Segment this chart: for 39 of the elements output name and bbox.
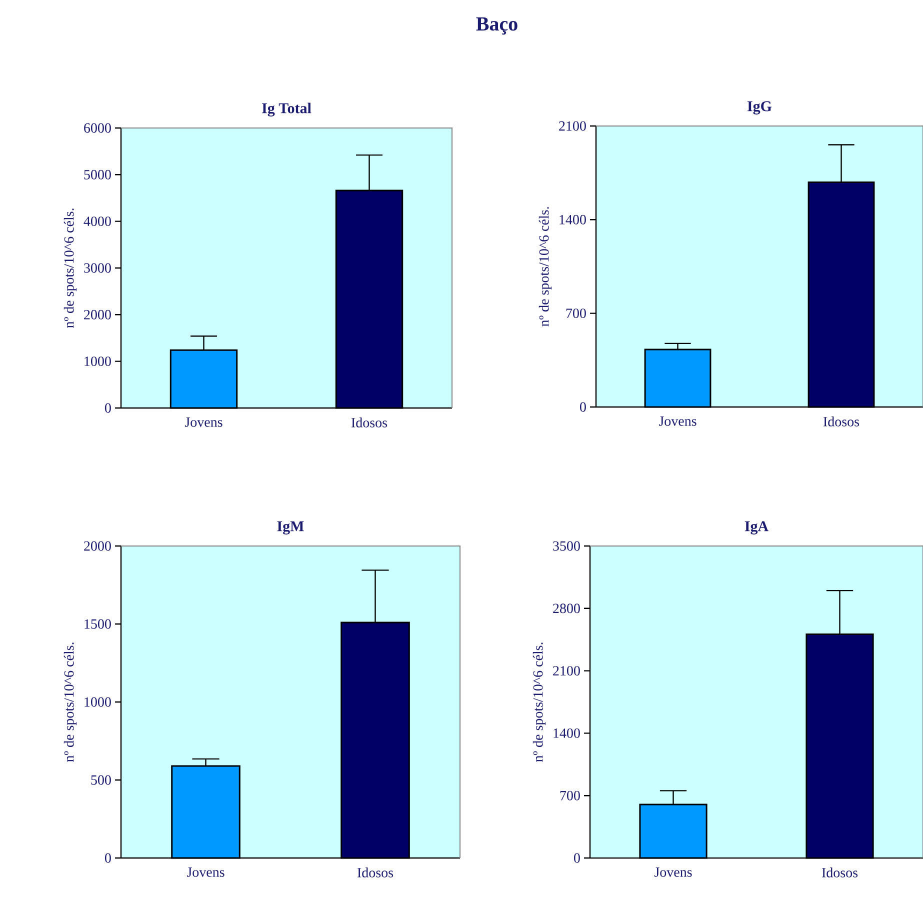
x-tick-label: Idosos <box>351 418 388 428</box>
y-tick-label: 0 <box>574 853 580 863</box>
y-tick-label: 2100 <box>559 121 586 131</box>
y-tick-label: 2800 <box>553 604 580 614</box>
y-tick-label: 2000 <box>84 541 111 551</box>
chart-title: IgG <box>748 101 772 114</box>
y-tick-label: 2000 <box>84 310 111 320</box>
y-tick-label: 5000 <box>84 170 111 180</box>
y-tick-label: 1400 <box>554 728 580 738</box>
x-tick-label: Idosos <box>823 416 860 426</box>
chart-title: IgM <box>277 521 304 534</box>
y-tick-label: 700 <box>566 308 586 318</box>
y-tick-label: 2100 <box>553 666 580 676</box>
text: Baço <box>476 17 518 35</box>
y-tick-label: 1000 <box>84 697 111 707</box>
chart-title: Ig Total <box>262 102 312 116</box>
x-tick-label: Jovens <box>184 418 222 427</box>
y-tick-label: 1500 <box>84 619 111 629</box>
x-tick-label: Jovens <box>186 868 224 877</box>
x-tick-label: Idosos <box>822 868 858 878</box>
y-axis-title: nº de spots/10^6 céls. <box>64 208 77 328</box>
y-axis-title: nº de spots/10^6 céls. <box>538 207 552 326</box>
y-tick-label: 0 <box>105 853 111 863</box>
y-tick-label: 4000 <box>84 216 111 226</box>
y-axis-title: nº de spots/10^6 céls. <box>64 642 77 762</box>
y-axis-title: nº de spots/10^6 céls. <box>532 642 546 762</box>
y-tick-label: 500 <box>91 775 111 785</box>
chart-title: IgA <box>744 521 768 534</box>
x-tick-label: Jovens <box>654 868 692 877</box>
x-tick-label: Idosos <box>357 868 394 878</box>
x-tick-label: Jovens <box>659 416 696 426</box>
y-tick-label: 0 <box>105 403 111 413</box>
y-tick-label: 6000 <box>84 123 111 133</box>
y-tick-label: 3500 <box>553 541 580 551</box>
y-tick-label: 1000 <box>84 356 111 366</box>
y-tick-label: 700 <box>560 790 580 800</box>
y-tick-label: 0 <box>580 402 586 412</box>
y-tick-label: 3000 <box>84 263 111 273</box>
y-tick-label: 1400 <box>560 214 586 224</box>
